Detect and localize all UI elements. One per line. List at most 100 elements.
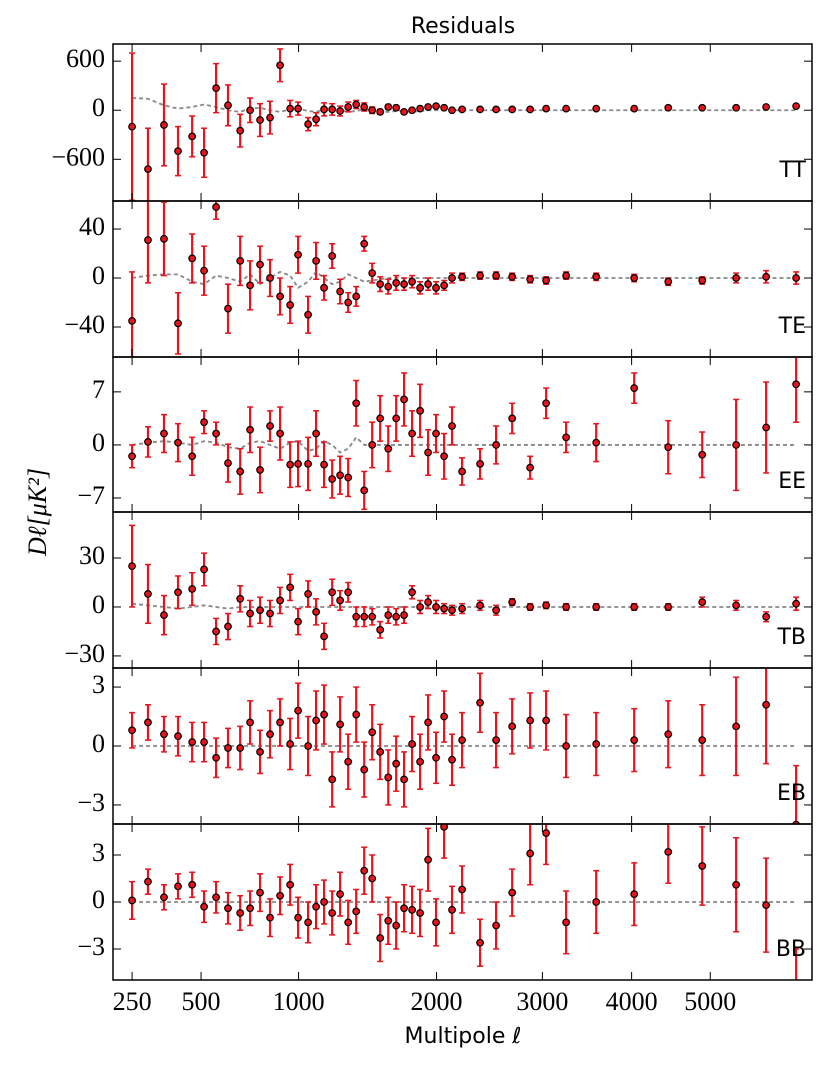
data-point [762,901,771,910]
data-point [542,104,551,113]
data-point [286,460,295,469]
y-tick-label: 0 [92,590,105,619]
data-point [592,104,601,113]
data-point [664,443,673,452]
data-point [432,429,440,438]
data-point [294,250,302,259]
data-point [224,101,232,110]
data-point [458,736,466,745]
data-point [360,765,369,774]
data-point [212,893,221,902]
data-point [384,773,393,782]
data-point [128,896,136,905]
data-point [336,720,345,729]
data-point [344,473,353,482]
y-tick-label: 0 [92,93,105,122]
data-point [294,913,302,922]
data-point [732,441,741,449]
data-point [542,276,551,285]
data-point [542,399,551,408]
data-point [266,609,274,618]
data-point [276,718,284,727]
data-point [508,272,517,281]
data-point [336,471,345,480]
data-point [266,422,274,430]
data-point [224,904,232,913]
data-point [376,107,385,116]
data-point [376,934,385,942]
data-point [408,429,417,438]
data-point [294,706,302,715]
data-point [304,120,313,129]
data-point [526,716,535,725]
y-tick-label: 0 [92,261,105,290]
data-point [188,880,197,889]
data-point [352,907,361,916]
data-point [236,594,245,603]
data-point [286,740,295,748]
data-point [458,467,466,476]
data-point [392,759,401,768]
data-point [424,855,432,864]
data-point [344,103,353,111]
data-point [793,993,800,1000]
data-point [304,590,313,598]
data-point [476,938,484,947]
data-point [328,475,337,483]
data-point [128,316,136,325]
data-point [312,115,321,124]
data-point [200,418,208,427]
data-point [432,283,440,292]
data-point [424,718,432,727]
data-point [144,437,152,446]
data-point [384,916,393,925]
data-point [458,604,466,613]
data-point [448,422,456,430]
data-point [320,710,328,719]
data-point [312,429,321,438]
data-point [224,459,232,468]
data-point [592,740,601,748]
data-point [542,829,551,837]
data-point [440,824,449,831]
data-point [368,269,377,278]
data-point [630,603,639,611]
y-tick-label: −3 [77,932,105,961]
x-tick-label: 500 [182,987,221,1016]
data-point [328,588,337,597]
data-point [144,590,152,598]
data-point [174,588,182,597]
data-point [408,277,417,286]
data-point [236,467,245,476]
data-point [328,775,337,784]
data-point [732,601,741,610]
data-point [416,283,425,292]
data-point [352,710,361,719]
data-point [336,287,345,296]
data-point [492,736,501,745]
data-point [664,603,673,611]
data-point [320,898,328,906]
data-point [630,384,639,392]
data-point [762,700,771,709]
data-point [328,105,337,114]
data-point [732,274,741,282]
data-point [400,775,408,784]
data-point [762,103,771,111]
data-point [492,921,501,930]
data-point [408,588,417,597]
y-tick-label: 7 [92,375,105,404]
data-point [476,459,484,468]
data-point [762,612,771,621]
data-point [492,606,501,615]
data-point [476,271,484,280]
data-point [432,753,440,762]
data-point [312,256,321,265]
data-point [304,918,313,927]
data-point [224,622,232,631]
data-point [440,281,449,290]
data-point [664,277,673,286]
data-point [432,102,440,111]
data-point [188,132,197,141]
x-tick-label: 1000 [273,987,325,1016]
